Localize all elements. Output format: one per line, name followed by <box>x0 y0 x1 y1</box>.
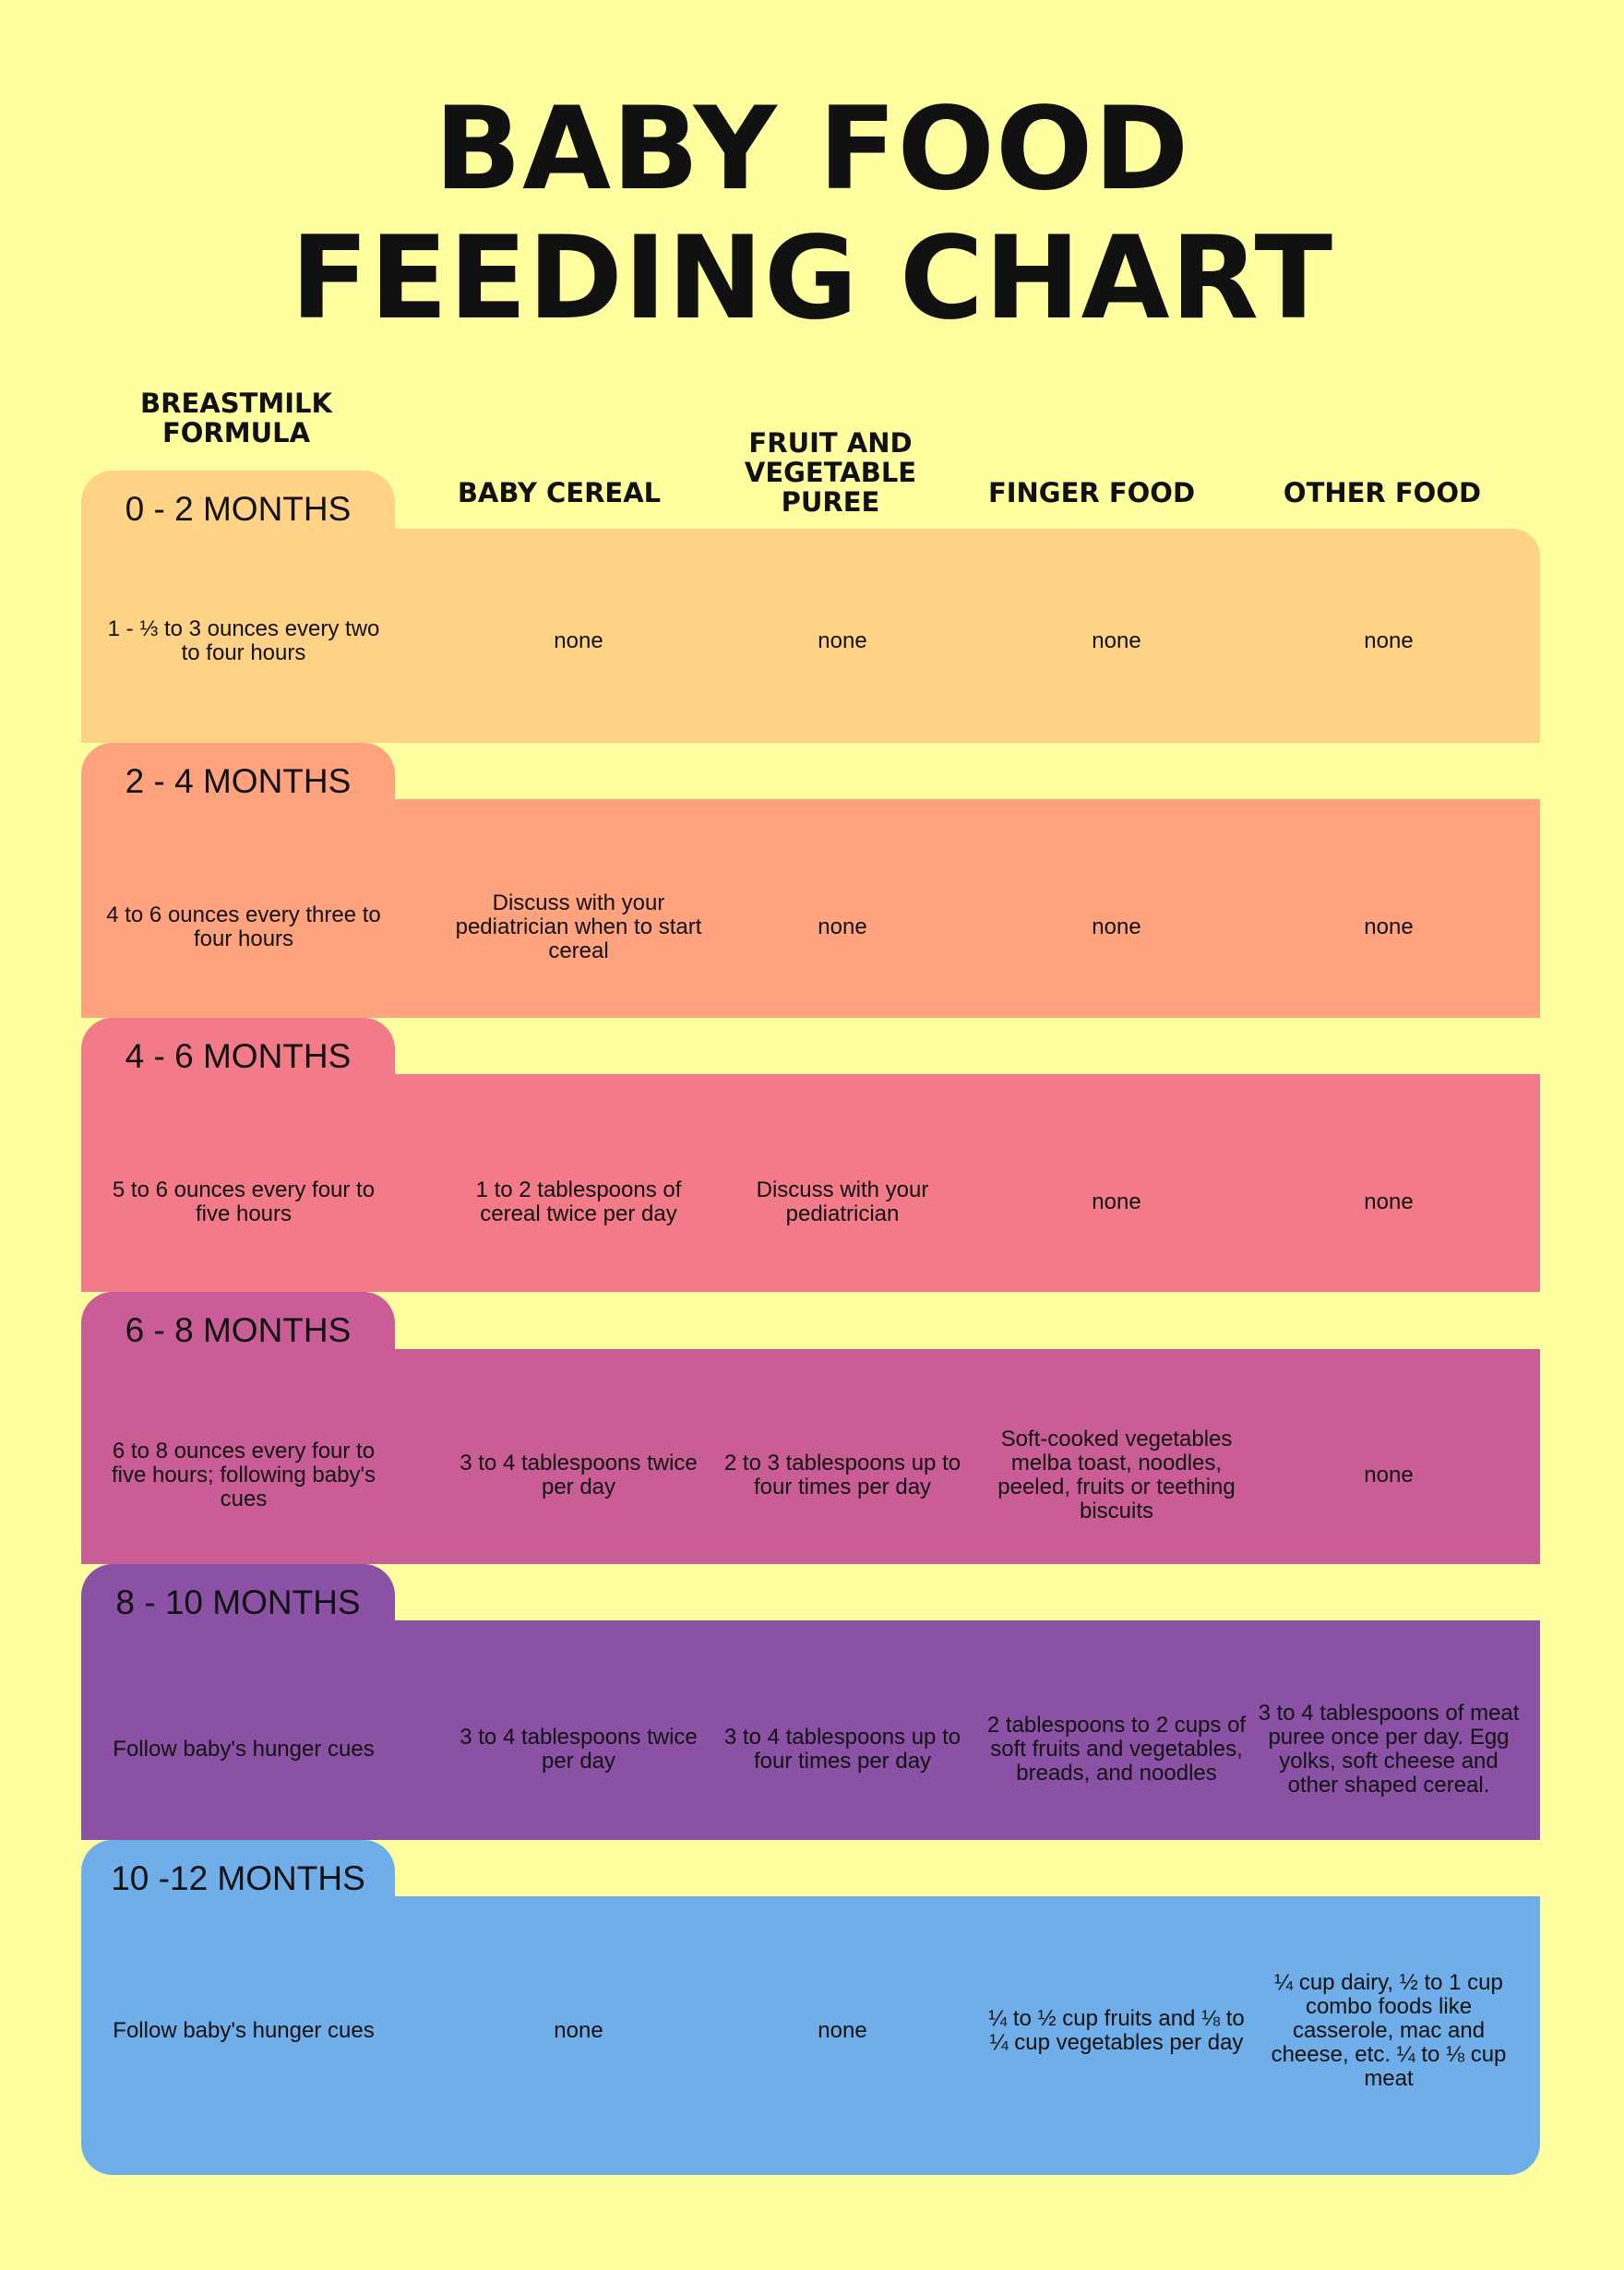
table-cell: none <box>1092 1189 1141 1214</box>
table-cell: 2 to 3 tablespoons up to four times per … <box>723 1451 961 1499</box>
age-label: 6 - 8 MONTHS <box>125 1311 352 1349</box>
age-label: 8 - 10 MONTHS <box>115 1583 361 1621</box>
row-band <box>388 529 1540 743</box>
row-tab <box>81 1840 395 2175</box>
table-cell: ¼ cup dairy, ½ to 1 cup combo foods like… <box>1271 1970 1507 2091</box>
row-band <box>388 1896 1540 2175</box>
row-band <box>388 1074 1540 1292</box>
row-tab <box>81 743 395 1018</box>
table-cell: 1 - ⅓ to 3 ounces every two to four hour… <box>107 616 380 665</box>
age-label: 0 - 2 MONTHS <box>125 490 352 528</box>
table-cell: Discuss with your pediatrician <box>756 1177 929 1226</box>
table-cell: Follow baby's hunger cues <box>113 2018 375 2043</box>
table-cell: 6 to 8 ounces every four to five hours; … <box>111 1439 376 1511</box>
table-cell: 3 to 4 tablespoons twice per day <box>460 1724 698 1774</box>
table-cell: none <box>818 914 867 939</box>
column-header-other-food: OTHER FOOD <box>1283 477 1482 508</box>
column-header-breastmilk: BREASTMILK FORMULA <box>140 388 332 448</box>
title-line-1: BABY FOOD <box>434 83 1190 216</box>
age-label: 10 -12 MONTHS <box>111 1859 365 1897</box>
table-cell: none <box>1364 914 1414 939</box>
table-cell: 1 to 2 tablespoons of cereal twice per d… <box>475 1177 682 1226</box>
age-label: 2 - 4 MONTHS <box>125 762 352 800</box>
table-cell: none <box>1092 628 1141 653</box>
table-cell: none <box>1364 1189 1414 1214</box>
table-cell: none <box>554 2018 603 2043</box>
row-tab <box>81 1564 395 1840</box>
row-tab <box>81 471 395 743</box>
table-cell: none <box>818 2018 867 2043</box>
table-cell: ¼ to ½ cup fruits and ⅛ to ¼ cup vegetab… <box>988 2006 1245 2055</box>
table-cell: 3 to 4 tablespoons up to four times per … <box>723 1724 961 1774</box>
table-cell: 3 to 4 tablespoons of meat puree once pe… <box>1258 1700 1520 1798</box>
table-cell: Soft-cooked vegetables melba toast, nood… <box>997 1427 1236 1523</box>
column-header-finger-food: FINGER FOOD <box>987 477 1196 508</box>
title-line-2: FEEDING CHART <box>290 212 1334 345</box>
age-label: 4 - 6 MONTHS <box>125 1037 352 1075</box>
table-cell: none <box>1364 628 1414 653</box>
row-band <box>388 799 1540 1018</box>
table-cell: none <box>1364 1463 1414 1487</box>
table-cell: none <box>554 628 603 653</box>
table-cell: 3 to 4 tablespoons twice per day <box>460 1451 698 1499</box>
row-tab <box>81 1018 395 1292</box>
row-band <box>388 1620 1540 1840</box>
table-cell: 5 to 6 ounces every four to five hours <box>112 1177 376 1226</box>
table-cell: Discuss with your pediatrician when to s… <box>455 890 702 963</box>
table-cell: none <box>818 628 867 653</box>
table-cell: none <box>1092 914 1141 939</box>
table-cell: Follow baby's hunger cues <box>113 1736 375 1762</box>
row-tab <box>81 1292 395 1564</box>
row-band <box>388 1349 1540 1564</box>
table-cell: 2 tablespoons to 2 cups of soft fruits a… <box>986 1712 1247 1786</box>
column-header-puree: FRUIT AND VEGETABLE PUREE <box>744 427 917 518</box>
page-title: BABY FOOD FEEDING CHART <box>0 85 1624 343</box>
table-cell: 4 to 6 ounces every three to four hours <box>106 902 381 951</box>
column-header-baby-cereal: BABY CEREAL <box>457 477 662 508</box>
